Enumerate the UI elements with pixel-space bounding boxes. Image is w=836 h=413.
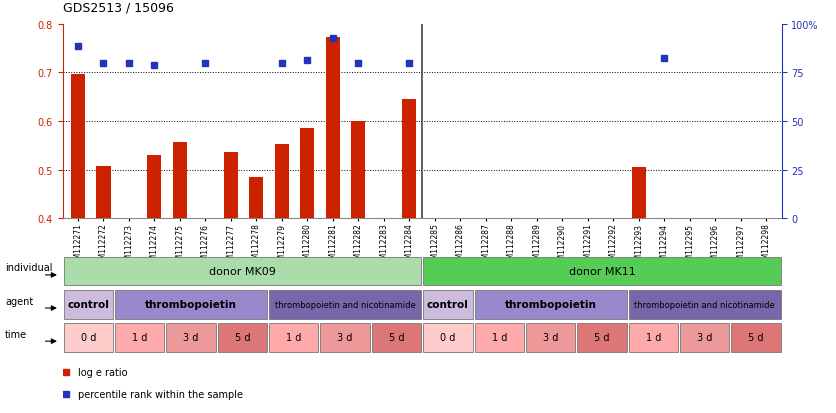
Bar xyxy=(629,323,678,352)
Bar xyxy=(402,100,416,219)
Bar xyxy=(224,153,238,219)
Bar xyxy=(526,323,575,352)
Bar xyxy=(166,323,216,352)
Text: donor MK11: donor MK11 xyxy=(568,266,635,277)
Text: thrombopoietin: thrombopoietin xyxy=(145,299,237,310)
Text: 3 d: 3 d xyxy=(338,332,353,343)
Bar xyxy=(475,290,626,319)
Text: agent: agent xyxy=(5,296,33,306)
Bar xyxy=(300,128,314,219)
Bar xyxy=(96,166,110,219)
Text: 1 d: 1 d xyxy=(492,332,507,343)
Bar xyxy=(423,257,781,286)
Bar xyxy=(115,290,267,319)
Bar xyxy=(732,323,781,352)
Text: control: control xyxy=(68,299,110,310)
Bar xyxy=(64,290,113,319)
Text: individual: individual xyxy=(5,263,53,273)
Text: thrombopoietin and nicotinamide: thrombopoietin and nicotinamide xyxy=(635,300,775,309)
Bar xyxy=(147,156,161,219)
Bar xyxy=(64,323,113,352)
Text: donor MK09: donor MK09 xyxy=(209,266,276,277)
Text: 3 d: 3 d xyxy=(543,332,558,343)
Text: 0 d: 0 d xyxy=(81,332,96,343)
Bar xyxy=(372,323,421,352)
Bar xyxy=(269,290,421,319)
Text: 5 d: 5 d xyxy=(235,332,250,343)
Bar xyxy=(351,122,365,219)
Text: control: control xyxy=(427,299,469,310)
Text: GDS2513 / 15096: GDS2513 / 15096 xyxy=(63,2,174,14)
Bar xyxy=(326,38,340,219)
Bar xyxy=(423,290,472,319)
Text: time: time xyxy=(5,329,27,339)
Bar xyxy=(423,323,472,352)
Text: 1 d: 1 d xyxy=(645,332,661,343)
Text: 5 d: 5 d xyxy=(594,332,609,343)
Text: 1 d: 1 d xyxy=(286,332,302,343)
Bar xyxy=(320,323,370,352)
Text: percentile rank within the sample: percentile rank within the sample xyxy=(78,389,242,399)
Bar xyxy=(249,178,263,219)
Bar xyxy=(578,323,626,352)
Text: log e ratio: log e ratio xyxy=(78,367,127,377)
Bar xyxy=(64,257,421,286)
Bar xyxy=(115,323,165,352)
Text: thrombopoietin and nicotinamide: thrombopoietin and nicotinamide xyxy=(275,300,415,309)
Text: 3 d: 3 d xyxy=(697,332,712,343)
Text: 5 d: 5 d xyxy=(748,332,764,343)
Bar xyxy=(680,323,729,352)
Bar xyxy=(218,323,267,352)
Bar xyxy=(632,168,646,219)
Bar xyxy=(475,323,524,352)
Text: 5 d: 5 d xyxy=(389,332,405,343)
Text: 0 d: 0 d xyxy=(441,332,456,343)
Bar xyxy=(71,75,85,219)
Text: thrombopoietin: thrombopoietin xyxy=(505,299,597,310)
Text: 3 d: 3 d xyxy=(183,332,199,343)
Bar xyxy=(269,323,319,352)
Bar xyxy=(275,145,289,219)
Bar xyxy=(173,142,187,219)
Text: 1 d: 1 d xyxy=(132,332,147,343)
Bar xyxy=(629,290,781,319)
